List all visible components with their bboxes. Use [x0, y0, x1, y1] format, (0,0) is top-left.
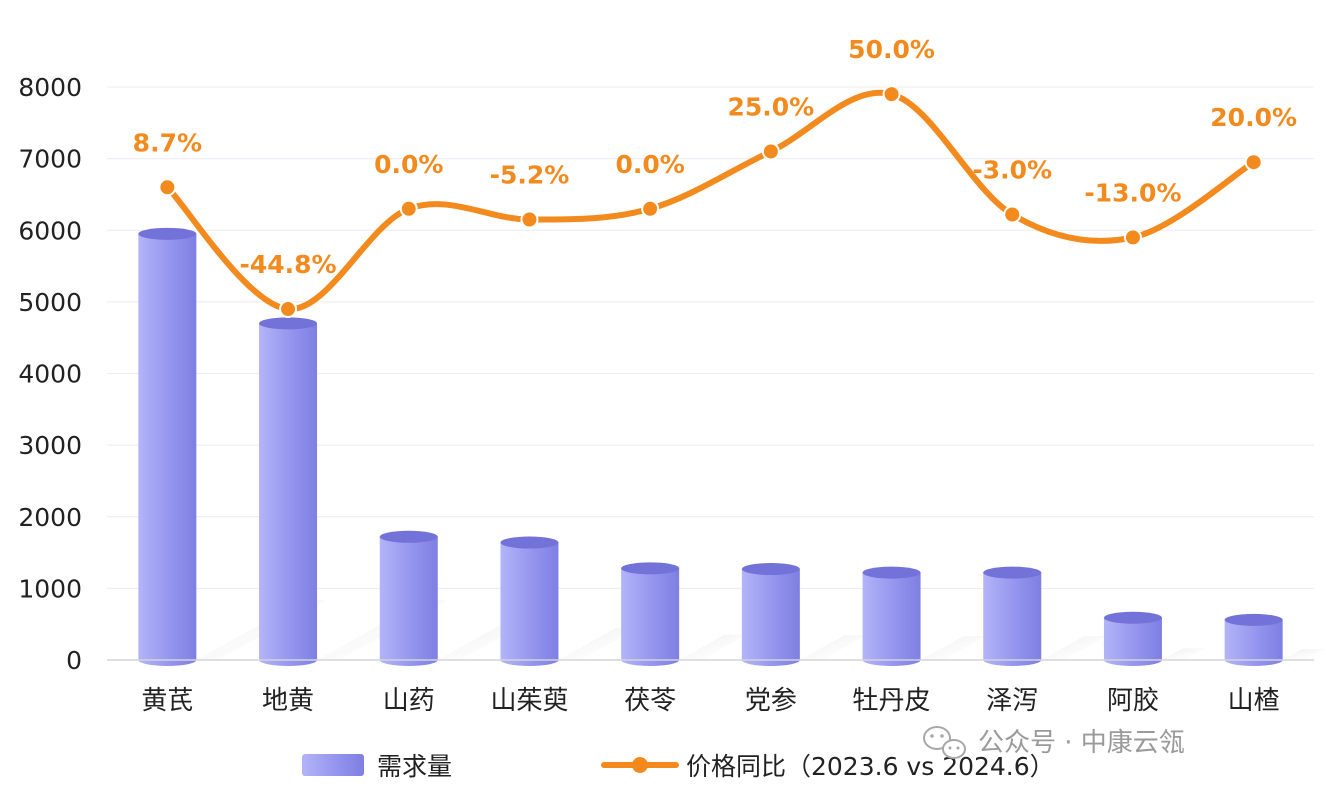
bar-body [138, 233, 197, 667]
y-tick-label: 8000 [18, 73, 82, 102]
category-label: 党参 [745, 686, 797, 716]
bar-top [983, 566, 1042, 579]
price-point [279, 300, 298, 319]
bar [379, 530, 438, 666]
price-label: -13.0% [1084, 178, 1181, 207]
bar-body [741, 569, 800, 666]
bar-shadow [437, 626, 521, 660]
bar [1103, 611, 1162, 666]
price-label: 50.0% [848, 35, 935, 64]
category-label: 山药 [383, 686, 435, 716]
category-label: 地黄 [262, 686, 314, 716]
y-axis-ticks: 0 1000 2000 3000 4000 5000 6000 7000 8000 [18, 73, 82, 675]
bar-body [1103, 617, 1162, 666]
bar-top [500, 536, 559, 549]
bar-top [862, 566, 921, 579]
wechat-icon [923, 726, 966, 759]
price-point [158, 178, 177, 197]
bar-top [1103, 611, 1162, 624]
bar [500, 536, 559, 666]
bar [983, 566, 1042, 666]
price-point [1244, 153, 1263, 172]
legend: 需求量 价格同比（2023.6 vs 2024.6） [302, 752, 1055, 781]
bar-body [1224, 619, 1283, 666]
price-point [882, 85, 901, 104]
price-label: 0.0% [615, 150, 684, 179]
bar-body [500, 542, 559, 666]
watermark-text: 公众号 · 中康云瓴 [978, 728, 1185, 758]
bar-body [862, 572, 921, 666]
bar [862, 566, 921, 666]
bar-top [621, 562, 680, 575]
bar [621, 562, 680, 666]
price-label: 25.0% [727, 92, 814, 121]
y-tick-label: 7000 [18, 145, 82, 174]
bar-shadow [799, 634, 867, 660]
bar-shadow [1282, 648, 1325, 660]
bar-shadow [558, 627, 639, 660]
price-line [164, 89, 1257, 313]
y-tick-label: 4000 [18, 360, 82, 389]
price-point [399, 199, 418, 218]
category-label: 山楂 [1228, 686, 1280, 716]
price-line-path [164, 89, 1257, 313]
bar [138, 227, 197, 667]
bar-top [379, 530, 438, 543]
bar-shadow [679, 634, 747, 660]
price-label: 20.0% [1210, 103, 1297, 132]
bar-shadow [1161, 648, 1205, 660]
bars [138, 227, 1283, 667]
category-label: 牡丹皮 [853, 686, 931, 716]
category-label: 茯苓 [624, 686, 676, 716]
price-point [641, 199, 660, 218]
price-label: -3.0% [972, 155, 1052, 184]
watermark: 公众号 · 中康云瓴 [923, 726, 1185, 759]
price-point [761, 142, 780, 161]
bar [1224, 613, 1283, 666]
bar-top [1224, 613, 1283, 626]
category-label: 山茱萸 [490, 686, 568, 716]
price-label: 8.7% [133, 128, 202, 157]
y-tick-label: 0 [66, 646, 82, 675]
price-point [520, 210, 539, 229]
category-label: 泽泻 [986, 686, 1038, 716]
y-tick-label: 1000 [18, 574, 82, 603]
legend-bar-swatch [302, 754, 364, 776]
y-tick-label: 2000 [18, 503, 82, 532]
bar [741, 563, 800, 666]
legend-bar-label: 需求量 [377, 752, 452, 781]
y-tick-label: 3000 [18, 431, 82, 460]
bar-top [138, 227, 197, 240]
price-label: 0.0% [374, 150, 443, 179]
price-point [1003, 205, 1022, 224]
y-tick-label: 6000 [18, 216, 82, 245]
price-label: -5.2% [490, 161, 570, 190]
bar-body [621, 568, 680, 666]
bar-shadow [920, 635, 986, 660]
bar-body [259, 323, 318, 666]
bar-top [741, 563, 800, 576]
legend-line-marker [632, 757, 648, 773]
bar-body [983, 572, 1042, 666]
price-points [158, 85, 1263, 319]
bar-top [259, 317, 318, 330]
bar-shadow [1041, 635, 1107, 660]
category-label: 阿胶 [1107, 686, 1159, 716]
category-labels: 黄芪 地黄 山药 山茱萸 茯苓 党参 牡丹皮 泽泻 阿胶 山楂 [141, 686, 1279, 716]
y-tick-label: 5000 [18, 288, 82, 317]
price-labels: 8.7% -44.8% 0.0% -5.2% 0.0% 25.0% 50.0% -3.0% -1… [133, 35, 1297, 279]
legend-line-label: 价格同比（2023.6 vs 2024.6） [686, 752, 1055, 781]
price-point [1123, 228, 1142, 247]
price-label: -44.8% [239, 250, 336, 279]
bar-body [379, 536, 438, 666]
bar [259, 317, 318, 666]
category-label: 黄芪 [141, 686, 193, 716]
